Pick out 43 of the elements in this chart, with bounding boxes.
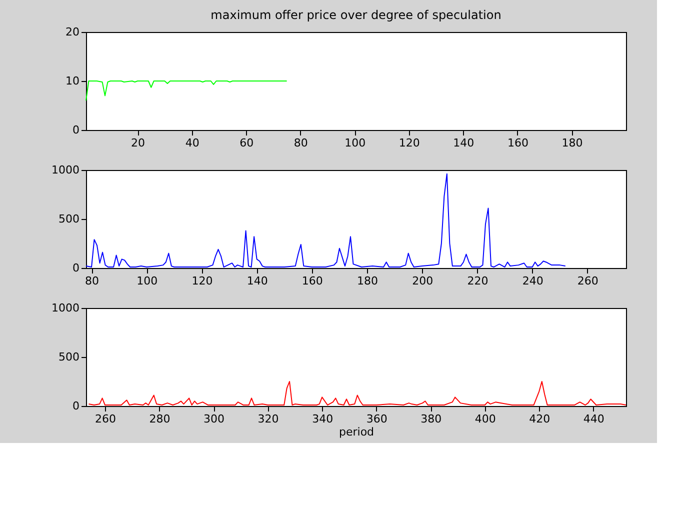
x-tick-label: 100 xyxy=(344,136,366,150)
x-tick-label: 140 xyxy=(246,274,268,288)
x-tick-label: 220 xyxy=(467,274,488,288)
x-tick-label: 320 xyxy=(258,412,279,426)
x-tick-label: 240 xyxy=(522,274,544,288)
x-tick-label: 400 xyxy=(474,412,496,426)
x-tick-label: 80 xyxy=(294,136,308,150)
x-tick-label: 120 xyxy=(192,274,213,288)
line-series xyxy=(86,173,566,268)
y-tick-label: 0 xyxy=(72,124,80,136)
x-tick-label: 80 xyxy=(85,274,100,288)
x-tick-label: 260 xyxy=(577,274,598,288)
y-tick-label: 1000 xyxy=(52,164,80,176)
x-tick-label: 180 xyxy=(357,274,378,288)
x-tick-label: 40 xyxy=(185,136,200,150)
x-tick-label: 340 xyxy=(312,412,334,426)
x-tick-label: 180 xyxy=(562,136,583,150)
x-tick-label: 360 xyxy=(366,412,388,426)
line-series xyxy=(88,381,626,406)
x-tick-label: 160 xyxy=(507,136,528,150)
chart-title: maximum offer price over degree of speculation xyxy=(210,8,502,22)
x-tick-label: 440 xyxy=(583,412,604,426)
x-tick-label: 200 xyxy=(412,274,434,288)
x-tick-label: 100 xyxy=(136,274,158,288)
line-series xyxy=(86,80,288,102)
x-axis-title: period xyxy=(338,426,374,438)
y-tick-label: 500 xyxy=(58,212,80,226)
y-tick-label: 1000 xyxy=(52,302,80,314)
x-tick-label: 280 xyxy=(149,412,170,426)
y-tick-label: 500 xyxy=(58,350,80,364)
x-tick-label: 20 xyxy=(131,136,146,150)
x-tick-label: 380 xyxy=(420,412,442,426)
x-tick-label: 140 xyxy=(453,136,474,150)
x-tick-label: 300 xyxy=(204,412,225,426)
y-tick-label: 10 xyxy=(66,74,80,88)
y-tick-label: 0 xyxy=(72,262,80,274)
y-tick-label: 0 xyxy=(72,400,80,412)
x-tick-label: 420 xyxy=(529,412,550,426)
x-tick-label: 160 xyxy=(302,274,323,288)
x-tick-label: 260 xyxy=(94,412,116,426)
x-tick-label: 60 xyxy=(240,136,254,150)
y-tick-label: 20 xyxy=(66,26,80,38)
x-tick-label: 120 xyxy=(398,136,420,150)
